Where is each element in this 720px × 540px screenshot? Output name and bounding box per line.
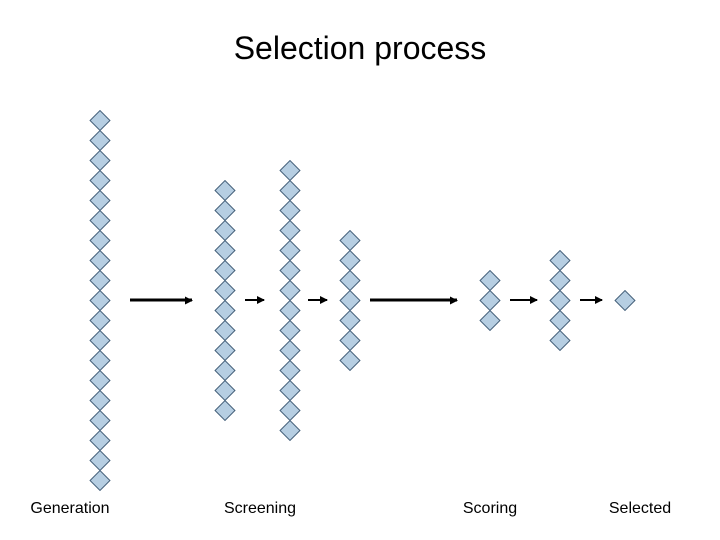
diamond-icon bbox=[279, 319, 300, 340]
stage-label: Screening bbox=[224, 500, 296, 518]
diamond-icon bbox=[214, 239, 235, 260]
diamond-icon bbox=[89, 129, 110, 150]
arrow-icon bbox=[580, 299, 602, 301]
diamond-icon bbox=[479, 269, 500, 290]
diamond-icon bbox=[339, 269, 360, 290]
diamond-icon bbox=[214, 219, 235, 240]
arrow-icon bbox=[510, 299, 537, 301]
diamond-icon bbox=[89, 229, 110, 250]
diamond-icon bbox=[479, 289, 500, 310]
diamond-icon bbox=[214, 179, 235, 200]
diamond-icon bbox=[279, 259, 300, 280]
diamond-icon bbox=[549, 329, 570, 350]
diamond-column bbox=[218, 180, 233, 420]
diamond-icon bbox=[214, 199, 235, 220]
diamond-icon bbox=[89, 449, 110, 470]
arrow-icon bbox=[370, 299, 457, 302]
diamond-icon bbox=[89, 109, 110, 130]
diamond-icon bbox=[279, 279, 300, 300]
diamond-icon bbox=[339, 289, 360, 310]
diamond-icon bbox=[339, 249, 360, 270]
diamond-column bbox=[93, 110, 108, 490]
diamond-icon bbox=[214, 399, 235, 420]
diamond-icon bbox=[279, 179, 300, 200]
diamond-icon bbox=[89, 189, 110, 210]
stage-label: Selected bbox=[609, 500, 671, 518]
diamond-icon bbox=[279, 239, 300, 260]
diamond-icon bbox=[339, 329, 360, 350]
diamond-icon bbox=[89, 309, 110, 330]
arrow-icon bbox=[308, 299, 327, 301]
diamond-icon bbox=[339, 309, 360, 330]
diamond-icon bbox=[279, 159, 300, 180]
diamond-icon bbox=[279, 399, 300, 420]
diamond-icon bbox=[89, 369, 110, 390]
diamond-icon bbox=[89, 169, 110, 190]
diamond-column bbox=[618, 290, 633, 310]
diamond-icon bbox=[479, 309, 500, 330]
diamond-icon bbox=[89, 409, 110, 430]
diamond-icon bbox=[279, 359, 300, 380]
diamond-icon bbox=[339, 349, 360, 370]
diamond-icon bbox=[89, 469, 110, 490]
diamond-icon bbox=[89, 149, 110, 170]
diamond-icon bbox=[89, 269, 110, 290]
diamond-icon bbox=[549, 249, 570, 270]
diamond-icon bbox=[89, 349, 110, 370]
diamond-icon bbox=[279, 379, 300, 400]
diamond-column bbox=[283, 160, 298, 440]
diamond-icon bbox=[214, 379, 235, 400]
diamond-icon bbox=[214, 359, 235, 380]
diamond-icon bbox=[279, 299, 300, 320]
diamond-icon bbox=[549, 309, 570, 330]
diamond-icon bbox=[89, 389, 110, 410]
diamond-icon bbox=[214, 259, 235, 280]
diamond-icon bbox=[339, 229, 360, 250]
diamond-icon bbox=[549, 289, 570, 310]
diagram-title: Selection process bbox=[0, 30, 720, 67]
diamond-icon bbox=[214, 299, 235, 320]
diamond-column bbox=[343, 230, 358, 370]
diamond-icon bbox=[214, 339, 235, 360]
diamond-icon bbox=[214, 279, 235, 300]
diamond-icon bbox=[279, 419, 300, 440]
diamond-icon bbox=[279, 339, 300, 360]
arrow-icon bbox=[245, 299, 264, 301]
diamond-column bbox=[483, 270, 498, 330]
arrow-icon bbox=[130, 299, 192, 302]
stage-label: Generation bbox=[30, 500, 109, 518]
diamond-icon bbox=[89, 429, 110, 450]
diamond-icon bbox=[279, 219, 300, 240]
stage-label: Scoring bbox=[463, 500, 517, 518]
diamond-icon bbox=[214, 319, 235, 340]
diamond-icon bbox=[89, 209, 110, 230]
diagram-canvas: Selection process Generation Screening Sco… bbox=[0, 0, 720, 540]
diamond-column bbox=[553, 250, 568, 350]
diamond-icon bbox=[549, 269, 570, 290]
diamond-icon bbox=[279, 199, 300, 220]
diamond-icon bbox=[89, 329, 110, 350]
diamond-icon bbox=[614, 289, 635, 310]
diamond-icon bbox=[89, 289, 110, 310]
diamond-icon bbox=[89, 249, 110, 270]
